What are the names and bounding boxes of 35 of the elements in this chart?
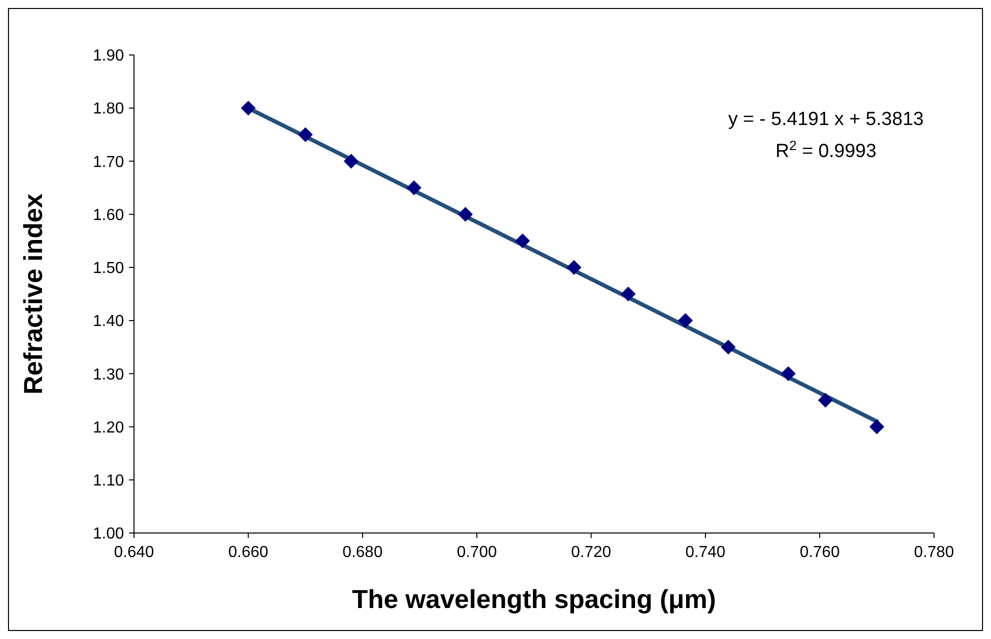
annotation: R$^{2}$ = 0.9993 [776, 138, 876, 162]
y-axis-title: Refractive index [18, 193, 48, 394]
x-tick-label: 0.640 [114, 544, 154, 561]
point [620, 286, 636, 302]
point [406, 180, 422, 196]
point [869, 419, 884, 434]
point [566, 260, 582, 275]
y-tick-label: 1.80 [92, 100, 124, 118]
point [780, 366, 796, 382]
x-tick-label: 0.740 [685, 544, 726, 561]
y-tick-label: 1.60 [92, 206, 124, 224]
y-tick-label: 1.00 [92, 526, 124, 543]
x-tick-label: 0.780 [914, 544, 954, 561]
point [298, 127, 313, 142]
x-tick-label: 0.700 [456, 544, 497, 561]
x-tick-label: 0.660 [228, 544, 268, 561]
x-tick-label: 0.760 [800, 544, 840, 561]
point [720, 340, 736, 355]
point [344, 154, 359, 169]
y-tick-label: 1.30 [92, 366, 124, 384]
y-tick-label: 1.10 [92, 472, 124, 490]
y-tick-label: 1.50 [92, 260, 124, 278]
point [678, 313, 693, 328]
x-tick-label: 0.680 [342, 544, 383, 561]
annotation: y = - 5.4191 x + 5.3813 [728, 109, 924, 130]
point [515, 233, 530, 248]
point [818, 392, 833, 408]
y-tick-label: 1.20 [92, 419, 124, 436]
y-tick-label: 1.40 [92, 313, 124, 330]
point [240, 100, 256, 116]
point [458, 206, 473, 222]
y-tick-label: 1.70 [92, 154, 124, 171]
x-axis-title: The wavelength spacing (μm) [352, 584, 716, 614]
y-tick-label: 1.90 [92, 48, 124, 65]
x-tick-label: 0.720 [571, 544, 612, 561]
